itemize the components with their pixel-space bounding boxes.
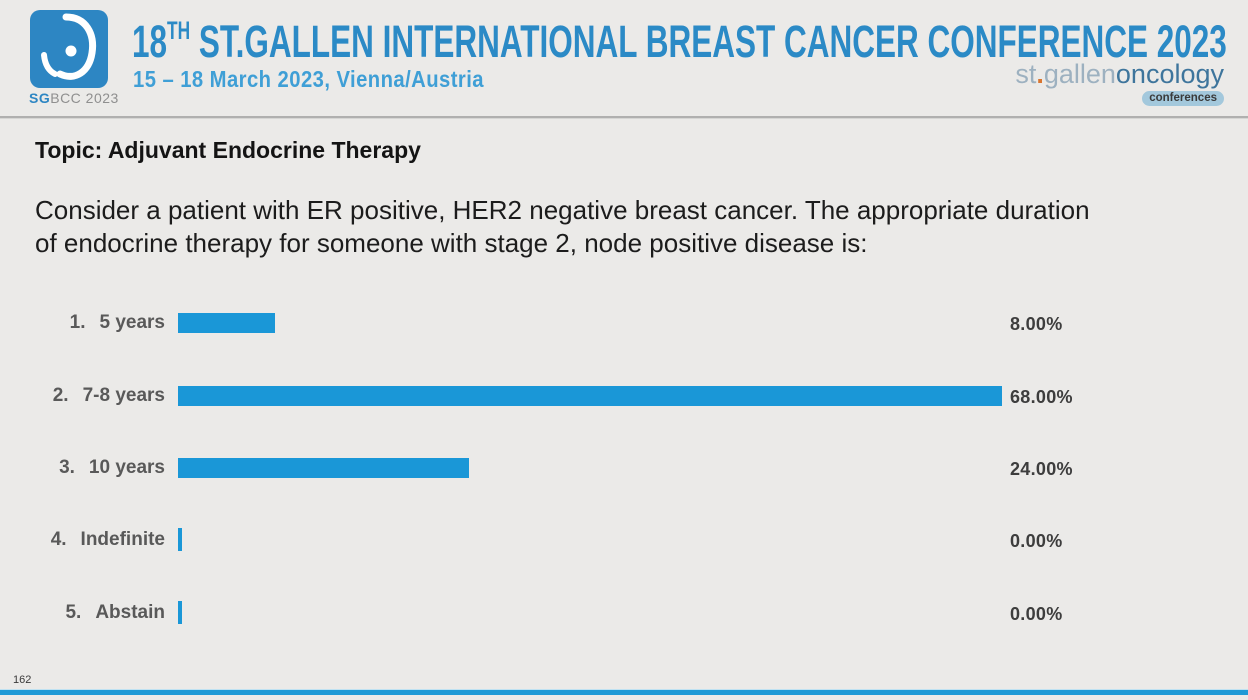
orange-dot-icon: .: [1036, 59, 1044, 89]
logo-caption-sg: SG: [29, 90, 51, 106]
option-text: 5 years: [99, 312, 165, 333]
option-label: 4. Indefinite: [0, 526, 165, 554]
stgallen-oncology-wordmark: st.gallenoncology: [1015, 59, 1224, 89]
question-text: Consider a patient with ER positive, HER…: [35, 194, 1090, 260]
question-line-1: Consider a patient with ER positive, HER…: [35, 195, 1090, 225]
result-bar: [178, 386, 1003, 406]
result-bar: [178, 458, 469, 478]
option-label: 5. Abstain: [0, 599, 165, 627]
option-text: 7-8 years: [82, 385, 165, 406]
result-bar: [178, 313, 275, 333]
bottom-accent-bar: [0, 689, 1248, 695]
result-bar: [178, 528, 182, 551]
conference-date-location: 15 – 18 March 2023, Vienna/Austria: [133, 66, 484, 92]
ordinal-suffix: TH: [167, 18, 191, 45]
percent-label: 68.00%: [1010, 387, 1073, 407]
chart-row: 2. 7-8 years 68.00%: [0, 382, 1248, 410]
breast-ribbon-icon: [30, 10, 108, 88]
sgbcc-logo: [30, 10, 108, 88]
question-line-2: of endocrine therapy for someone with st…: [35, 228, 868, 258]
option-number: 3.: [59, 457, 75, 478]
logo-caption-year: BCC 2023: [50, 90, 119, 106]
chart-row: 3. 10 years 24.00%: [0, 454, 1248, 482]
option-number: 5.: [65, 602, 82, 623]
result-bar: [178, 601, 182, 624]
option-number: 4.: [50, 529, 67, 550]
option-text: 10 years: [88, 457, 165, 478]
option-label: 2. 7-8 years: [0, 382, 165, 410]
topic-heading: Topic: Adjuvant Endocrine Therapy: [35, 137, 421, 163]
chart-row: 1. 5 years 8.00%: [0, 309, 1248, 337]
logo-caption: SGBCC 2023: [29, 90, 119, 106]
conference-title: 18TH ST.GALLEN INTERNATIONAL BREAST CANC…: [132, 16, 1227, 67]
percent-label: 8.00%: [1010, 314, 1063, 334]
option-label: 3. 10 years: [0, 454, 165, 482]
option-text: Indefinite: [80, 529, 165, 550]
header-divider: [0, 116, 1248, 119]
chart-row: 5. Abstain 0.00%: [0, 599, 1248, 627]
stgallen-oncology-logo: st.gallenoncology conferences: [1015, 60, 1224, 106]
percent-label: 0.00%: [1010, 531, 1063, 551]
conferences-badge: conferences: [1142, 91, 1224, 106]
percent-label: 0.00%: [1010, 604, 1063, 624]
percent-label: 24.00%: [1010, 459, 1073, 479]
option-number: 1.: [69, 312, 86, 333]
option-text: Abstain: [95, 602, 165, 623]
option-label: 1. 5 years: [0, 309, 165, 337]
option-number: 2.: [52, 385, 69, 406]
slide-number: 162: [13, 674, 32, 686]
chart-row: 4. Indefinite 0.00%: [0, 526, 1248, 554]
